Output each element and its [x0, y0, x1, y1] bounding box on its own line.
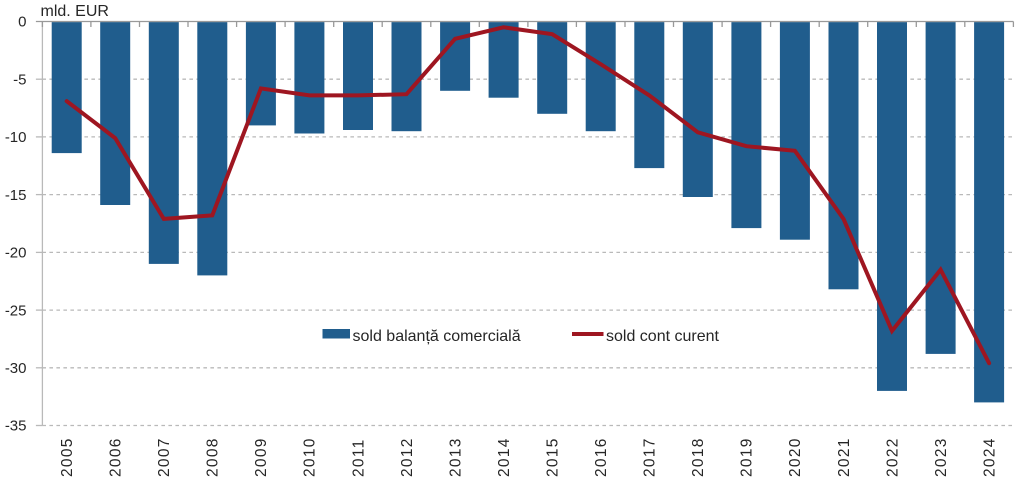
- svg-text:2005: 2005: [59, 437, 76, 477]
- svg-text:mld. EUR: mld. EUR: [41, 3, 109, 20]
- svg-text:2022: 2022: [884, 437, 901, 477]
- svg-text:2020: 2020: [787, 437, 804, 477]
- svg-text:2011: 2011: [350, 438, 367, 477]
- svg-text:-20: -20: [5, 245, 27, 262]
- svg-text:2006: 2006: [108, 437, 125, 477]
- svg-text:2018: 2018: [690, 437, 707, 477]
- svg-text:-15: -15: [5, 187, 27, 204]
- svg-text:2008: 2008: [205, 437, 222, 477]
- svg-text:2013: 2013: [447, 437, 464, 477]
- svg-text:2024: 2024: [981, 437, 998, 477]
- svg-text:2007: 2007: [156, 437, 173, 477]
- svg-text:2012: 2012: [399, 437, 416, 477]
- svg-text:2017: 2017: [642, 437, 659, 477]
- svg-text:sold balanță comercială: sold balanță comercială: [353, 328, 521, 345]
- svg-text:-25: -25: [5, 302, 27, 319]
- svg-text:2009: 2009: [253, 437, 270, 477]
- svg-text:-35: -35: [5, 418, 27, 435]
- svg-text:sold cont curent: sold cont curent: [606, 328, 720, 345]
- svg-text:2015: 2015: [545, 437, 562, 477]
- svg-text:-30: -30: [5, 360, 27, 377]
- svg-text:0: 0: [18, 14, 26, 31]
- svg-text:2019: 2019: [739, 437, 756, 477]
- svg-text:-5: -5: [13, 71, 26, 88]
- svg-text:2014: 2014: [496, 437, 513, 477]
- svg-text:2010: 2010: [302, 437, 319, 477]
- svg-text:2023: 2023: [933, 437, 950, 477]
- svg-text:2016: 2016: [593, 437, 610, 477]
- svg-text:-10: -10: [5, 129, 27, 146]
- svg-text:2021: 2021: [836, 437, 853, 477]
